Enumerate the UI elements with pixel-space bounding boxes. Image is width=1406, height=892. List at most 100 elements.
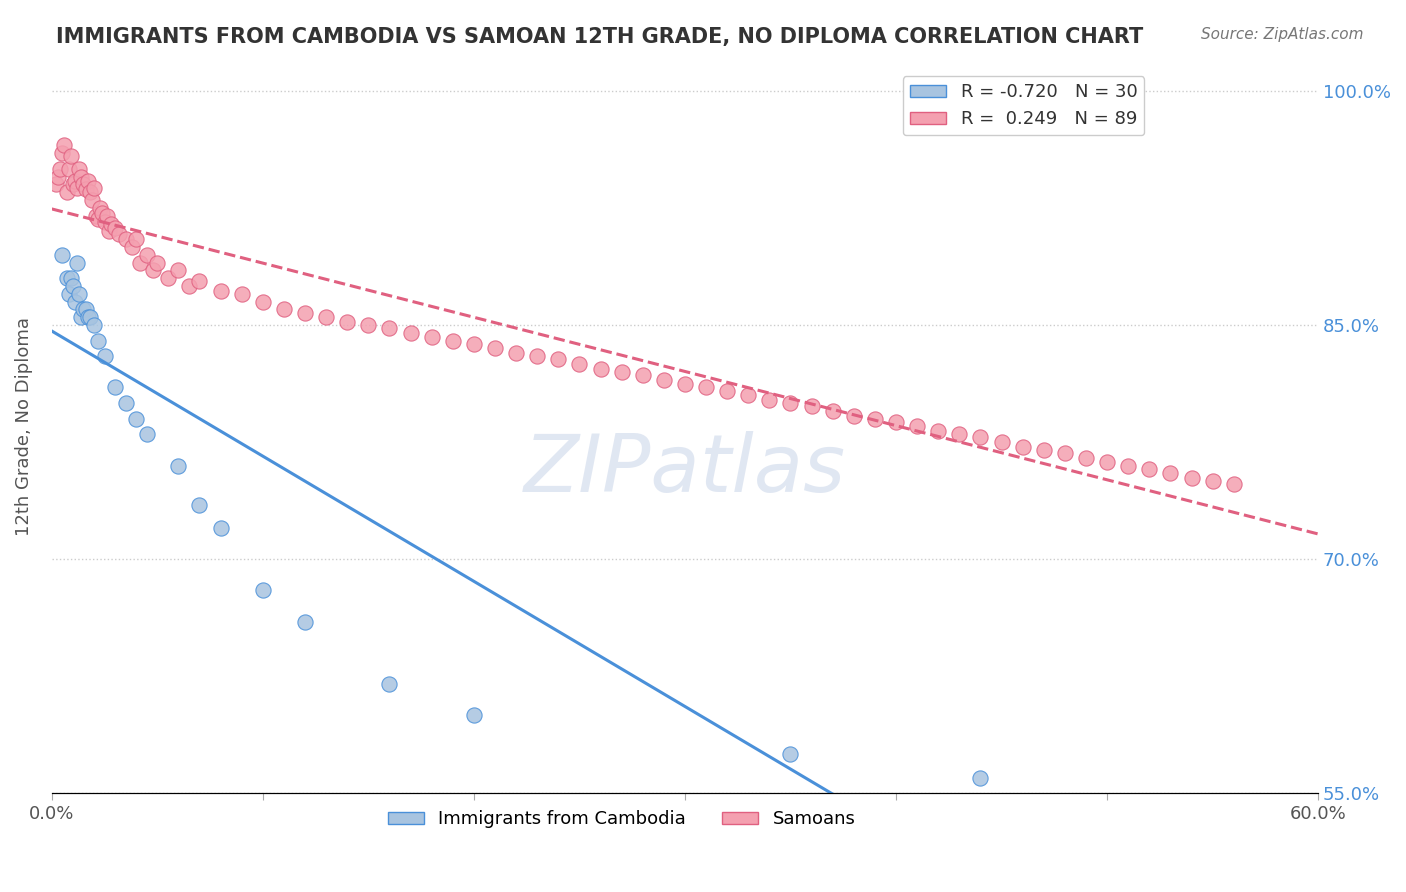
Point (108, 227, 131, 242)
Point (114, 396, 136, 410)
Point (146, 255, 169, 269)
Point (188, 274, 211, 288)
Point (441, 334, 464, 348)
Point (63, 294, 86, 309)
Point (842, 409, 865, 423)
Point (905, 419, 928, 434)
Point (59, 271, 82, 285)
Point (357, 318, 380, 332)
Point (294, 615, 316, 629)
Point (779, 396, 801, 410)
Point (72, 178, 94, 192)
Point (70, 310, 93, 325)
Point (62, 279, 84, 293)
Point (104, 380, 127, 394)
Point (969, 430, 991, 444)
Point (821, 404, 844, 418)
Point (46, 169, 69, 184)
Point (80, 193, 103, 207)
Point (1159, 467, 1181, 481)
Point (70, 169, 93, 184)
Point (67, 286, 90, 301)
Point (1201, 474, 1223, 488)
Point (87, 334, 110, 348)
Point (91, 205, 114, 219)
Point (420, 330, 443, 344)
Point (695, 380, 717, 394)
Point (167, 263, 190, 277)
Point (55, 186, 77, 200)
Point (252, 583, 274, 598)
Point (83, 180, 105, 194)
Text: Source: ZipAtlas.com: Source: ZipAtlas.com (1201, 27, 1364, 42)
Point (97, 224, 120, 238)
Point (67, 161, 90, 176)
Point (231, 286, 253, 301)
Point (51, 248, 73, 262)
Point (1053, 446, 1076, 460)
Point (167, 458, 190, 473)
Point (505, 346, 527, 360)
Point (1180, 471, 1202, 485)
Point (58, 161, 80, 176)
Point (863, 411, 886, 425)
Point (1222, 477, 1244, 491)
Point (526, 349, 548, 363)
Point (758, 392, 780, 407)
Point (188, 498, 211, 512)
Point (59, 149, 82, 163)
Point (58, 286, 80, 301)
Point (547, 352, 569, 367)
Point (125, 411, 148, 425)
Point (927, 424, 949, 438)
Point (72, 302, 94, 317)
Point (484, 342, 506, 356)
Point (114, 232, 136, 246)
Point (93, 349, 115, 363)
Point (463, 708, 485, 723)
Point (336, 315, 359, 329)
Point (55, 271, 77, 285)
Point (1032, 442, 1054, 457)
Point (589, 361, 612, 376)
Point (76, 310, 98, 325)
Point (75, 302, 97, 317)
Point (96, 209, 118, 223)
Point (1137, 461, 1160, 475)
Point (89, 201, 111, 215)
Point (1074, 450, 1097, 465)
Point (673, 377, 696, 392)
Point (177, 279, 200, 293)
Point (800, 399, 823, 413)
Point (100, 217, 122, 231)
Point (104, 221, 127, 235)
Point (209, 284, 232, 298)
Point (93, 215, 115, 229)
Point (83, 318, 105, 332)
Text: IMMIGRANTS FROM CAMBODIA VS SAMOAN 12TH GRADE, NO DIPLOMA CORRELATION CHART: IMMIGRANTS FROM CAMBODIA VS SAMOAN 12TH … (56, 27, 1143, 46)
Point (45, 178, 67, 192)
Point (884, 415, 907, 429)
Point (66, 180, 89, 194)
Point (737, 388, 759, 402)
Point (84, 209, 107, 223)
Point (294, 305, 316, 319)
Point (631, 368, 654, 382)
Point (156, 271, 179, 285)
Point (399, 326, 422, 340)
Point (969, 771, 991, 785)
Point (53, 138, 76, 153)
Point (121, 240, 143, 254)
Point (1095, 455, 1118, 469)
Point (716, 384, 738, 398)
Point (79, 186, 101, 200)
Point (87, 211, 110, 226)
Point (51, 146, 73, 161)
Point (779, 747, 801, 762)
Point (378, 677, 401, 691)
Point (252, 294, 274, 309)
Point (315, 310, 337, 325)
Legend: Immigrants from Cambodia, Samoans: Immigrants from Cambodia, Samoans (381, 803, 863, 836)
Point (135, 248, 157, 262)
Point (135, 427, 157, 442)
